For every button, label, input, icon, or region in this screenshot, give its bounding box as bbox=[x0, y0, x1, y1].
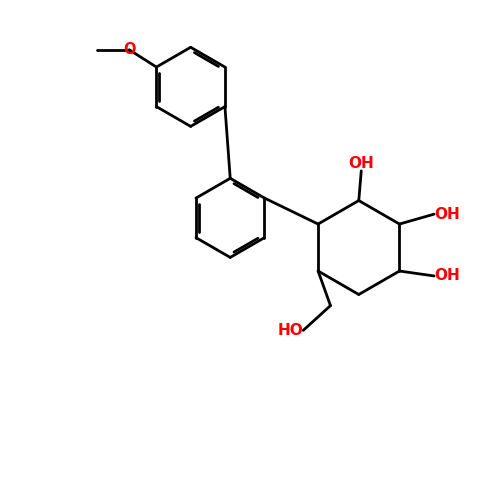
Text: OH: OH bbox=[434, 206, 460, 222]
Text: O: O bbox=[123, 42, 136, 57]
Text: OH: OH bbox=[348, 156, 374, 171]
Text: HO: HO bbox=[278, 323, 303, 338]
Text: OH: OH bbox=[434, 268, 460, 283]
